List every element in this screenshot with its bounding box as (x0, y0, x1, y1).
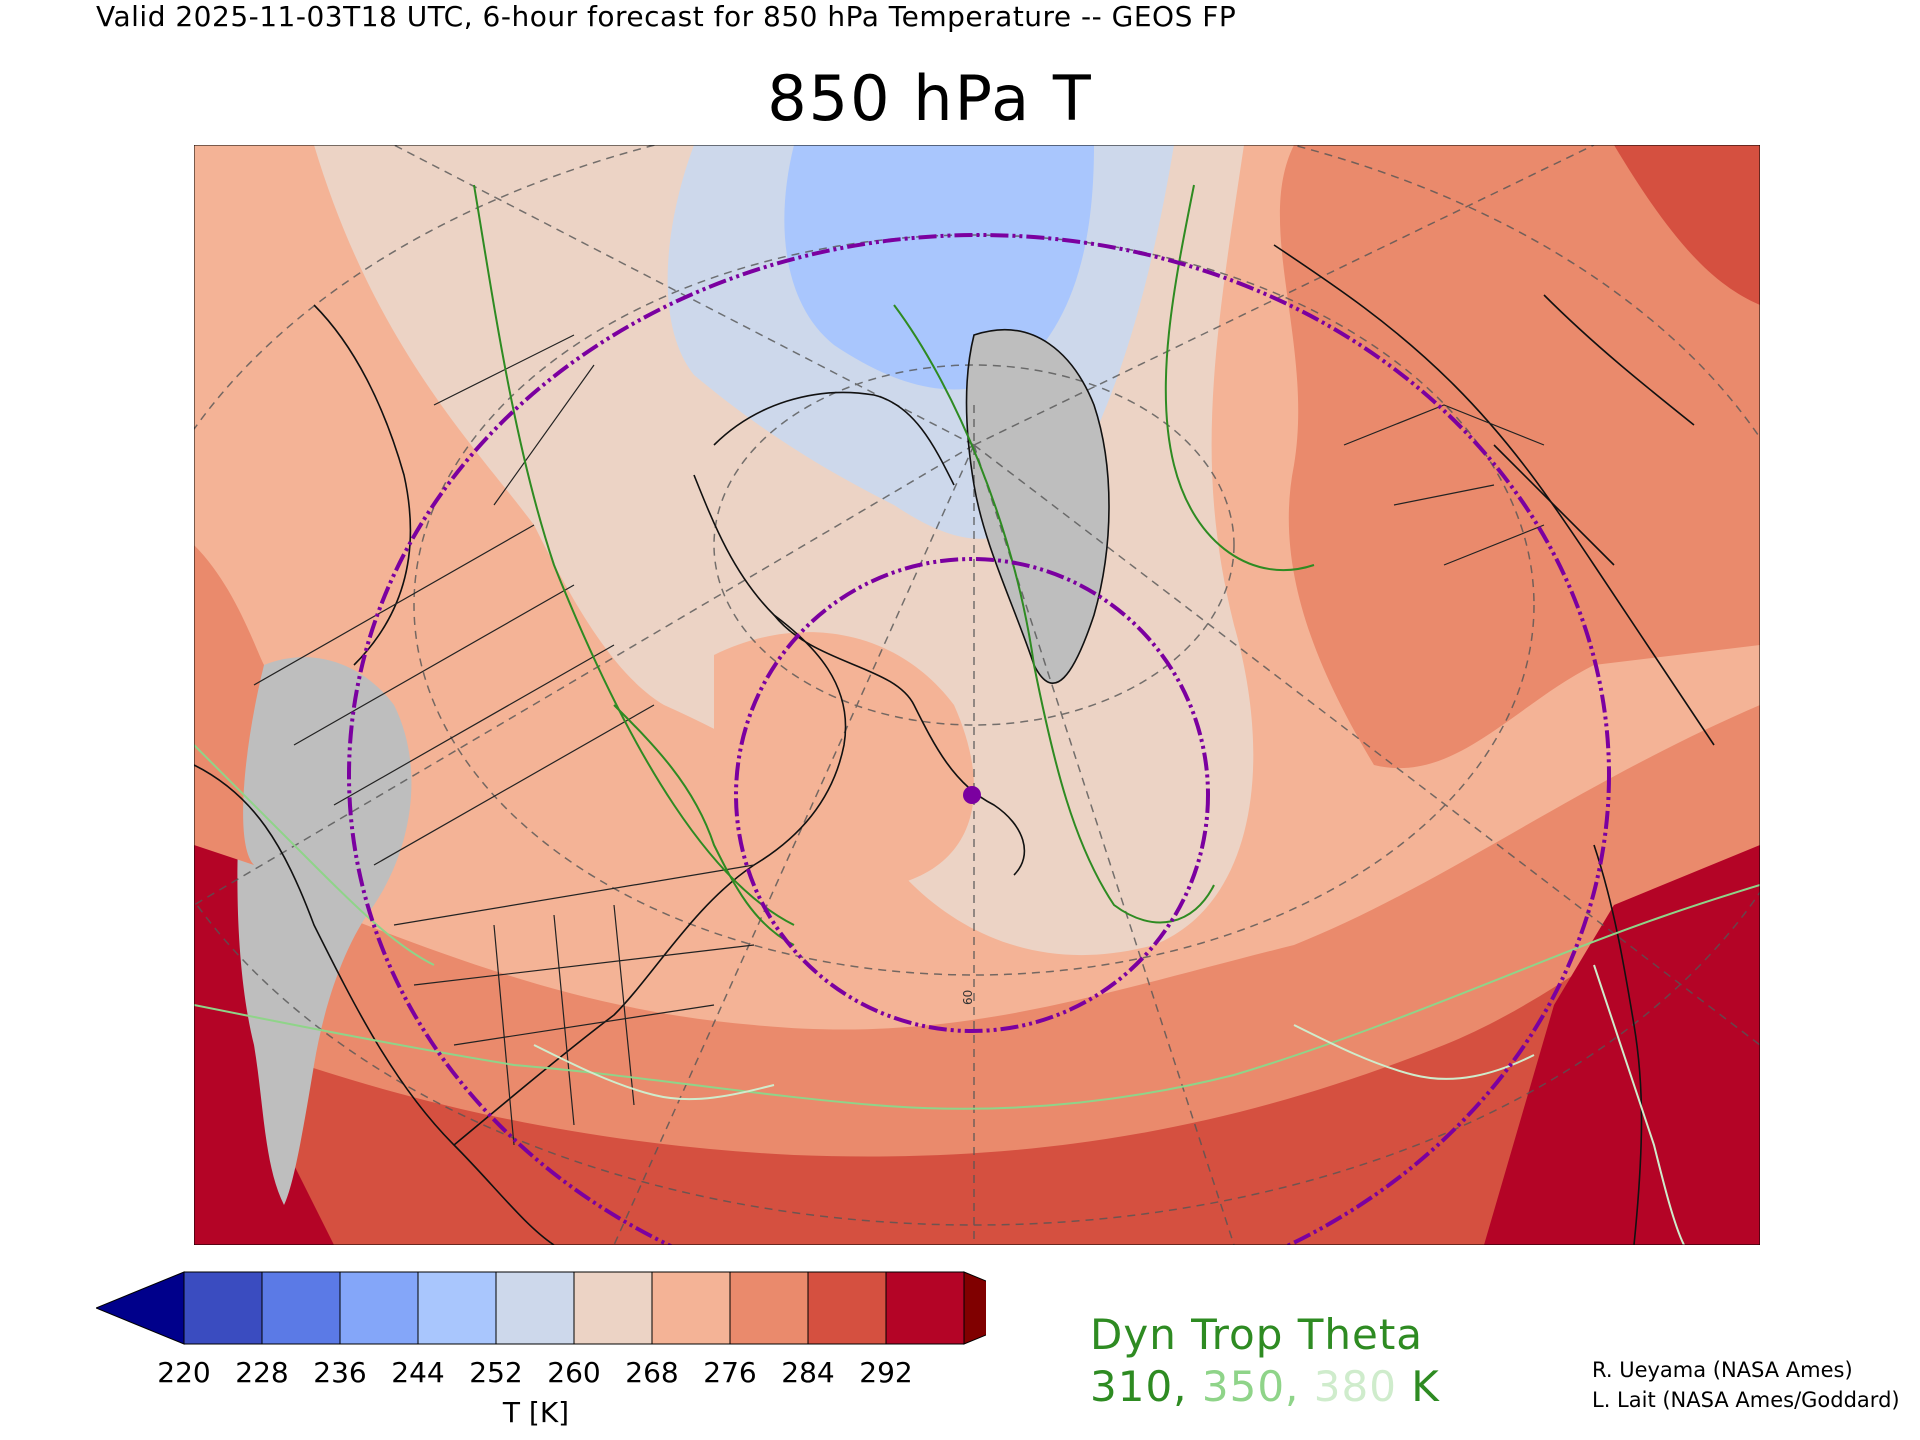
tropopause-legend-values: 310, 350, 380 K (1090, 1362, 1440, 1411)
political-borders (253, 334, 1545, 1146)
tropopause-350 (194, 744, 1760, 1110)
color-bar-tick-label: 260 (547, 1356, 601, 1389)
color-bar-segment (261, 1271, 341, 1345)
field-284-west-coast (194, 545, 264, 865)
color-bar-segment (495, 1271, 575, 1345)
color-bar-tick-label: 228 (235, 1356, 289, 1389)
legend-value-350: 350, (1201, 1362, 1300, 1411)
color-bar-segment (729, 1271, 809, 1345)
greenland-missing (966, 329, 1109, 684)
color-bar (96, 1271, 986, 1345)
legend-value-380: 380 (1313, 1362, 1397, 1411)
tropopause-legend-title: Dyn Trop Theta (1090, 1310, 1424, 1359)
outer-range-circle (347, 233, 1611, 1245)
color-bar-segment (651, 1271, 731, 1345)
color-bar-segment (339, 1271, 419, 1345)
color-bar-segment (573, 1271, 653, 1345)
credit-line-1: R. Ueyama (NASA Ames) (1592, 1358, 1853, 1382)
color-bar-tick-label: 276 (703, 1356, 757, 1389)
color-bar-segment (417, 1271, 497, 1345)
color-bar-tick-label: 252 (469, 1356, 523, 1389)
color-bar-segment (885, 1271, 965, 1345)
map-title-text: 850 hPa T (767, 62, 1093, 135)
field-284-east (1279, 145, 1760, 769)
color-bar-tick-label: 268 (625, 1356, 679, 1389)
color-bar-tick-label: 220 (157, 1356, 211, 1389)
color-bar-segment (183, 1271, 263, 1345)
field-276-labrador (714, 632, 974, 885)
color-bar-min-triangle (96, 1271, 185, 1345)
forecast-header: Valid 2025-11-03T18 UTC, 6-hour forecast… (96, 0, 1237, 33)
color-bar-tick-label: 292 (859, 1356, 913, 1389)
graticule (194, 145, 1760, 1245)
launch-point (963, 786, 981, 804)
legend-unit: K (1411, 1362, 1440, 1411)
inner-range-circle (734, 557, 1210, 1033)
tropopause-310 (473, 184, 1315, 946)
color-bar-tick-label: 284 (781, 1356, 835, 1389)
field-300-east (1484, 845, 1760, 1245)
color-bar-max-triangle (963, 1271, 986, 1345)
temperature-map: 60 (194, 145, 1760, 1245)
legend-value-310: 310, (1090, 1362, 1188, 1411)
color-bar-tick-label: 244 (391, 1356, 445, 1389)
trajectory-circles (347, 233, 1611, 1245)
color-bar-unit: T [K] (502, 1396, 570, 1429)
coastlines (194, 244, 1715, 1245)
field-292 (194, 845, 1760, 1245)
field-252 (784, 145, 1094, 390)
credit-line-2: L. Lait (NASA Ames/Goddard) (1592, 1388, 1900, 1412)
tropopause-380 (533, 964, 1685, 1245)
latitude-label: 60 (961, 990, 975, 1005)
color-bar-tick-label: 236 (313, 1356, 367, 1389)
rockies-missing (237, 657, 412, 1205)
color-bar-segment (807, 1271, 887, 1345)
map-title: 850 hPa T (0, 62, 1920, 135)
field-292-ne (1614, 145, 1760, 305)
